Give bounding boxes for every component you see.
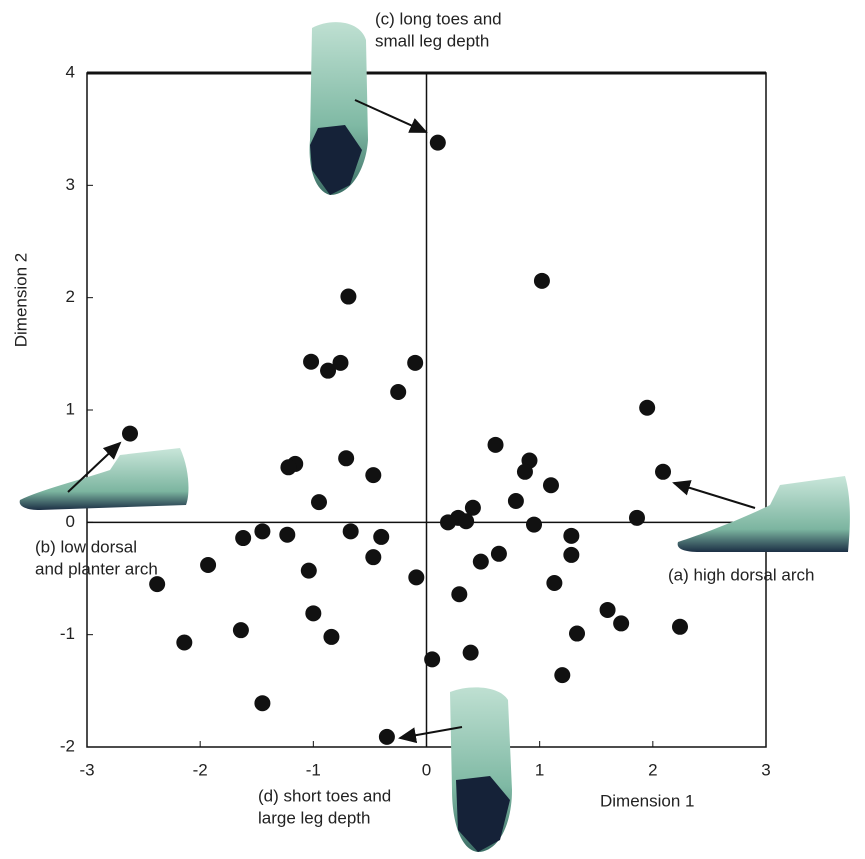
foot-right bbox=[678, 476, 850, 552]
point bbox=[390, 384, 406, 400]
y-tick-label: 4 bbox=[66, 62, 75, 81]
point bbox=[303, 354, 319, 370]
point bbox=[176, 635, 192, 651]
annotation: (c) long toes and bbox=[375, 9, 502, 28]
point bbox=[458, 513, 474, 529]
point bbox=[149, 576, 165, 592]
point bbox=[365, 549, 381, 565]
point bbox=[379, 729, 395, 745]
point bbox=[543, 477, 559, 493]
point bbox=[424, 651, 440, 667]
annotation: (b) low dorsal bbox=[35, 537, 137, 556]
foot-bottom bbox=[450, 687, 512, 852]
point bbox=[365, 467, 381, 483]
point bbox=[491, 546, 507, 562]
point bbox=[233, 622, 249, 638]
point bbox=[343, 523, 359, 539]
point bbox=[554, 667, 570, 683]
point bbox=[200, 557, 216, 573]
annotation: (a) high dorsal arch bbox=[668, 565, 814, 584]
point bbox=[629, 510, 645, 526]
point bbox=[408, 569, 424, 585]
x-tick-label: -3 bbox=[79, 760, 94, 779]
y-tick-label: 3 bbox=[66, 175, 75, 194]
point bbox=[301, 563, 317, 579]
point bbox=[463, 645, 479, 661]
point bbox=[279, 527, 295, 543]
x-tick-label: -1 bbox=[306, 760, 321, 779]
point bbox=[473, 554, 489, 570]
point bbox=[340, 289, 356, 305]
y-tick-label: 2 bbox=[66, 287, 75, 306]
x-tick-label: 2 bbox=[648, 760, 657, 779]
x-tick-label: -2 bbox=[193, 760, 208, 779]
y-tick-label: 1 bbox=[66, 399, 75, 418]
x-tick-label: 0 bbox=[422, 760, 431, 779]
point bbox=[407, 355, 423, 371]
point bbox=[320, 363, 336, 379]
point bbox=[440, 514, 456, 530]
y-tick-label: -1 bbox=[60, 624, 75, 643]
point bbox=[254, 695, 270, 711]
point bbox=[122, 426, 138, 442]
point bbox=[563, 528, 579, 544]
point bbox=[305, 605, 321, 621]
point bbox=[311, 494, 327, 510]
point bbox=[534, 273, 550, 289]
point bbox=[655, 464, 671, 480]
point bbox=[672, 619, 688, 635]
point bbox=[323, 629, 339, 645]
points bbox=[122, 135, 688, 745]
point bbox=[235, 530, 251, 546]
page: Dimension 1 Dimension 2 -3-2-10123-2-101… bbox=[0, 0, 865, 859]
y-axis-label: Dimension 2 bbox=[11, 253, 30, 348]
foot-top bbox=[310, 22, 368, 195]
point bbox=[254, 523, 270, 539]
point bbox=[613, 615, 629, 631]
point bbox=[373, 529, 389, 545]
point bbox=[451, 586, 467, 602]
x-tick-label: 3 bbox=[761, 760, 770, 779]
annotation: and planter arch bbox=[35, 559, 158, 578]
point bbox=[338, 450, 354, 466]
x-axis-label: Dimension 1 bbox=[600, 791, 695, 810]
point bbox=[430, 135, 446, 151]
annotation: small leg depth bbox=[375, 31, 489, 50]
point bbox=[526, 517, 542, 533]
annotation: large leg depth bbox=[258, 808, 370, 827]
annotation: (d) short toes and bbox=[258, 786, 391, 805]
x-tick-label: 1 bbox=[535, 760, 544, 779]
chart: Dimension 1 Dimension 2 -3-2-10123-2-101… bbox=[0, 0, 865, 854]
point bbox=[600, 602, 616, 618]
point bbox=[280, 459, 296, 475]
point bbox=[546, 575, 562, 591]
point bbox=[569, 626, 585, 642]
point bbox=[488, 437, 504, 453]
point bbox=[639, 400, 655, 416]
point bbox=[517, 464, 533, 480]
point bbox=[563, 547, 579, 563]
arrows bbox=[68, 100, 755, 738]
point bbox=[508, 493, 524, 509]
y-tick-label: 0 bbox=[66, 512, 75, 531]
y-tick-label: -2 bbox=[60, 736, 75, 755]
